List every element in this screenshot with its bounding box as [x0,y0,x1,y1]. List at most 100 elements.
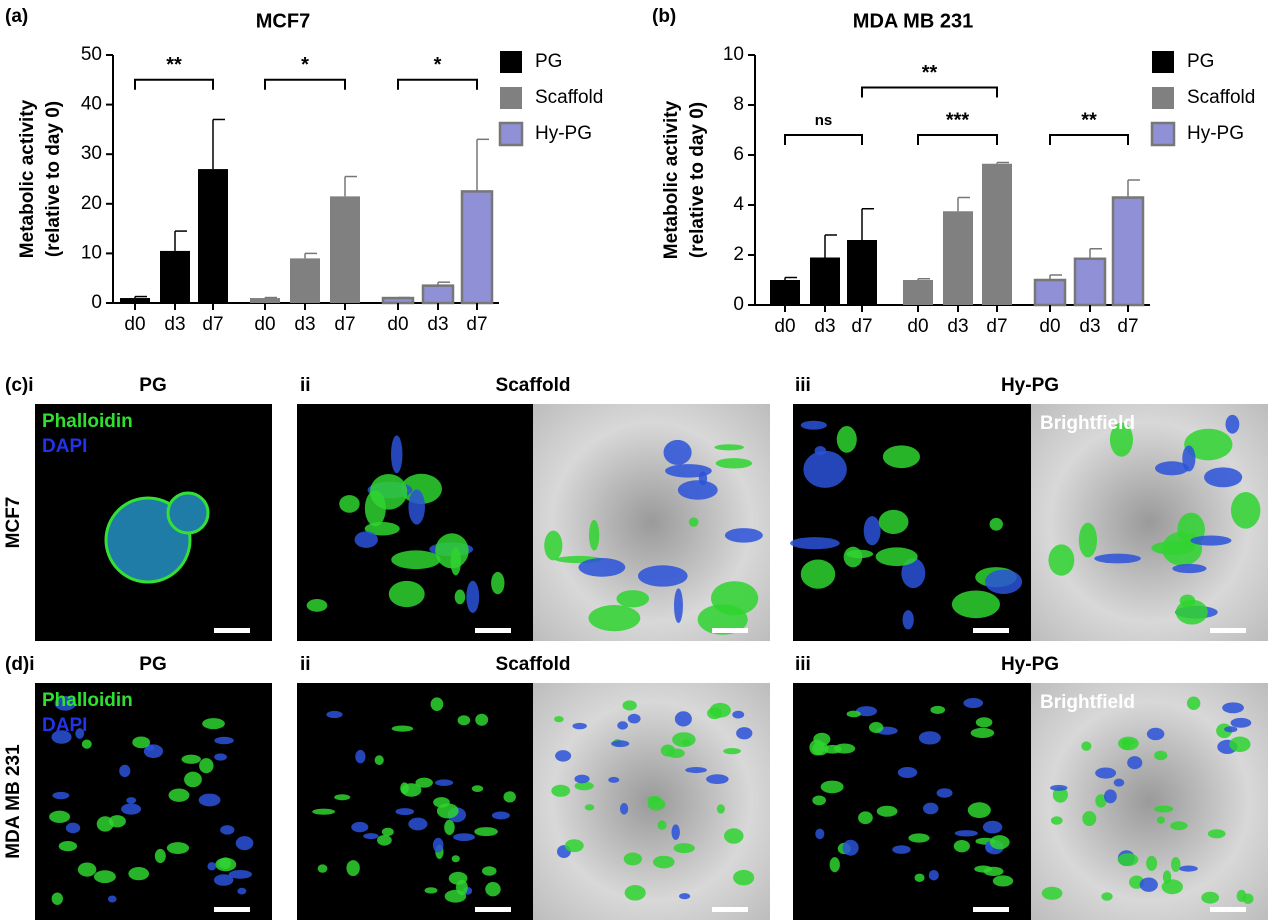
cell [306,599,328,612]
cell [408,817,428,831]
x-tick-label: d0 [1039,316,1060,337]
image-title: Scaffold [496,375,571,396]
cell [868,722,884,734]
cell [334,794,351,801]
cell [918,731,941,745]
cell [436,803,459,819]
cell [715,458,753,469]
cell [1225,414,1240,434]
cell [456,879,468,896]
cell [391,725,414,732]
error-bar [824,234,837,258]
cell [388,580,425,608]
cell [572,722,587,730]
cell [843,546,863,568]
cell [578,557,626,577]
cell [1050,816,1063,825]
spheroid [166,491,210,535]
bar [421,284,455,305]
cell [154,848,166,864]
error-bar [784,276,797,280]
cell [882,445,921,469]
y-tick-label: 40 [81,94,102,115]
cell [184,771,202,788]
cell [836,426,857,453]
cell [922,802,939,815]
cell [444,819,455,836]
cell [1109,422,1134,457]
cell [1050,784,1068,791]
cell [663,439,692,465]
cell [1170,856,1181,872]
brightfield-label: Brightfield [1040,692,1135,713]
cell [108,815,126,828]
cell [317,864,328,873]
cell [688,517,699,527]
significance-label: *** [946,109,970,131]
cell [391,435,403,474]
cell [457,715,471,726]
cell [685,766,707,774]
cell [1151,541,1196,555]
cell [451,855,460,863]
cell [1230,491,1261,529]
cell [914,873,925,882]
cell [424,887,438,894]
image-title: Scaffold [496,654,571,675]
cell [951,590,1000,619]
cell [622,700,637,711]
cell [665,464,712,478]
significance-bracket [1049,134,1129,145]
cell [377,834,392,846]
bar [250,298,280,303]
error-bar [1049,274,1062,280]
cell [544,530,563,561]
cell [855,706,878,717]
significance-bracket [134,78,214,90]
y-axis-label: Metabolic activity [661,100,682,259]
cell [1156,816,1165,824]
stain-label: DAPI [42,715,87,736]
cell [989,835,1010,850]
cell [815,828,825,840]
scale-bar [475,907,511,912]
cell [985,569,1023,594]
cell [126,797,137,804]
image-title: Hy-PG [1001,375,1059,396]
legend-swatch [498,121,524,147]
cell [897,767,918,778]
cell [415,777,433,788]
cell [842,839,859,856]
cell [401,783,422,797]
cell [49,810,71,823]
cell [408,489,425,525]
cell [1095,794,1107,808]
row-label: MDA MB 231 [3,744,24,859]
stain-label: DAPI [42,436,87,457]
cell [812,795,826,806]
scale-bar [1210,628,1246,633]
y-tick-label: 6 [733,144,744,165]
cell [1207,829,1226,839]
cell [354,531,378,548]
cell [723,828,744,844]
legend-label: PG [535,51,562,72]
cell [671,824,680,840]
cell [992,875,1014,887]
error-bar [134,295,147,299]
legend-swatch [1152,51,1174,73]
scale-bar [973,907,1009,912]
cell [617,721,628,730]
cell [608,776,620,783]
cell [555,750,572,762]
significance-bracket [397,78,478,90]
panel-label: (c)i [5,375,34,396]
cell [435,779,454,786]
cell [1127,756,1143,770]
cell [878,509,909,534]
legend-swatch [500,87,522,109]
cell [199,758,214,774]
error-bar [304,252,317,259]
bar [1073,257,1107,307]
error-bar [437,281,450,286]
